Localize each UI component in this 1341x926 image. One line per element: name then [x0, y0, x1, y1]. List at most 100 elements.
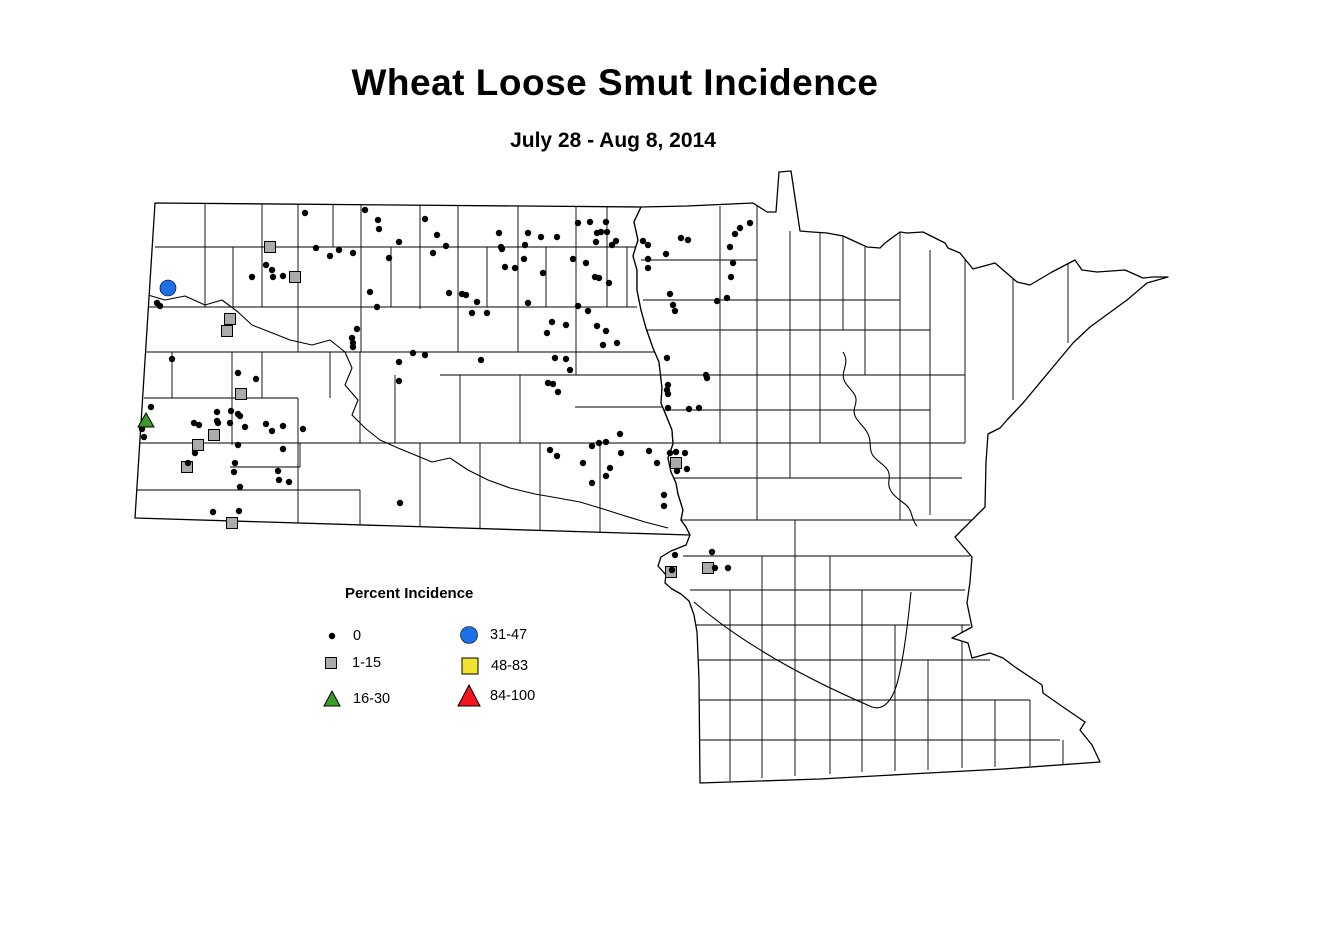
mn-county-lines — [641, 204, 1069, 781]
page-title: Wheat Loose Smut Incidence — [351, 62, 879, 103]
missouri-river — [147, 294, 669, 529]
point-0 — [195, 421, 203, 429]
point-0 — [653, 459, 661, 467]
point-0 — [231, 459, 239, 467]
point-31-47 — [159, 279, 177, 297]
point-0 — [586, 218, 594, 226]
small-black-dot-icon — [328, 632, 336, 640]
point-0 — [685, 405, 693, 413]
point-0 — [724, 564, 732, 572]
point-0 — [524, 299, 532, 307]
point-0 — [695, 404, 703, 412]
point-0 — [681, 449, 689, 457]
point-0 — [442, 242, 450, 250]
legend-item-3: 31-47 — [455, 621, 527, 649]
point-0 — [373, 303, 381, 311]
point-0 — [395, 358, 403, 366]
point-0 — [274, 467, 282, 475]
point-1-15 — [224, 313, 236, 325]
point-0 — [252, 375, 260, 383]
points-layer — [137, 206, 754, 578]
point-0 — [279, 445, 287, 453]
point-0 — [608, 241, 616, 249]
point-0 — [262, 261, 270, 269]
point-0 — [285, 478, 293, 486]
point-0 — [599, 341, 607, 349]
point-0 — [579, 459, 587, 467]
point-0 — [234, 369, 242, 377]
point-0 — [569, 255, 577, 263]
point-0 — [520, 255, 528, 263]
point-0 — [214, 419, 222, 427]
point-1-15 — [226, 517, 238, 529]
legend-label-4: 48-83 — [491, 658, 529, 674]
point-0 — [213, 408, 221, 416]
point-0 — [374, 216, 382, 224]
point-0 — [549, 380, 557, 388]
point-0 — [521, 241, 529, 249]
point-0 — [593, 322, 601, 330]
gray-square-icon — [325, 657, 337, 669]
point-0 — [349, 249, 357, 257]
point-0 — [684, 236, 692, 244]
point-0 — [421, 351, 429, 359]
point-0 — [326, 252, 334, 260]
minnesota-river — [693, 591, 912, 709]
point-0 — [409, 349, 417, 357]
point-0 — [595, 439, 603, 447]
point-0 — [269, 273, 277, 281]
legend-label-2: 16-30 — [353, 691, 391, 707]
point-0 — [671, 307, 679, 315]
point-0 — [462, 291, 470, 299]
point-0 — [140, 433, 148, 441]
point-0 — [548, 318, 556, 326]
point-0 — [546, 446, 554, 454]
point-0 — [248, 273, 256, 281]
point-0 — [551, 354, 559, 362]
point-0 — [495, 229, 503, 237]
point-0 — [588, 442, 596, 450]
point-0 — [602, 438, 610, 446]
legend-item-4: 48-83 — [456, 652, 528, 680]
point-0 — [592, 238, 600, 246]
point-0 — [361, 206, 369, 214]
point-0 — [645, 447, 653, 455]
point-0 — [606, 464, 614, 472]
point-1-15 — [670, 457, 682, 469]
point-0 — [234, 441, 242, 449]
point-0 — [349, 343, 357, 351]
point-0 — [353, 325, 361, 333]
point-0 — [275, 476, 283, 484]
point-0 — [375, 225, 383, 233]
point-0 — [226, 419, 234, 427]
point-0 — [498, 245, 506, 253]
point-0 — [168, 355, 176, 363]
point-0 — [279, 272, 287, 280]
point-0 — [501, 263, 509, 271]
point-0 — [711, 564, 719, 572]
point-0 — [191, 449, 199, 457]
point-0 — [366, 288, 374, 296]
point-0 — [483, 309, 491, 317]
point-0 — [236, 483, 244, 491]
point-0 — [524, 229, 532, 237]
point-0 — [673, 467, 681, 475]
point-0 — [644, 255, 652, 263]
point-0 — [584, 307, 592, 315]
legend-item-1: 1-15 — [317, 649, 381, 677]
point-0 — [613, 339, 621, 347]
point-0 — [731, 230, 739, 238]
point-0 — [664, 390, 672, 398]
point-0 — [348, 334, 356, 342]
green-triangle-icon — [323, 689, 341, 707]
point-0 — [639, 237, 647, 245]
point-0 — [553, 233, 561, 241]
point-0 — [511, 264, 519, 272]
legend-item-0: 0 — [318, 622, 361, 650]
legend-label-3: 31-47 — [490, 627, 528, 643]
yellow-square-icon — [461, 657, 479, 675]
point-0 — [660, 502, 668, 510]
point-0 — [677, 234, 685, 242]
point-0 — [312, 244, 320, 252]
